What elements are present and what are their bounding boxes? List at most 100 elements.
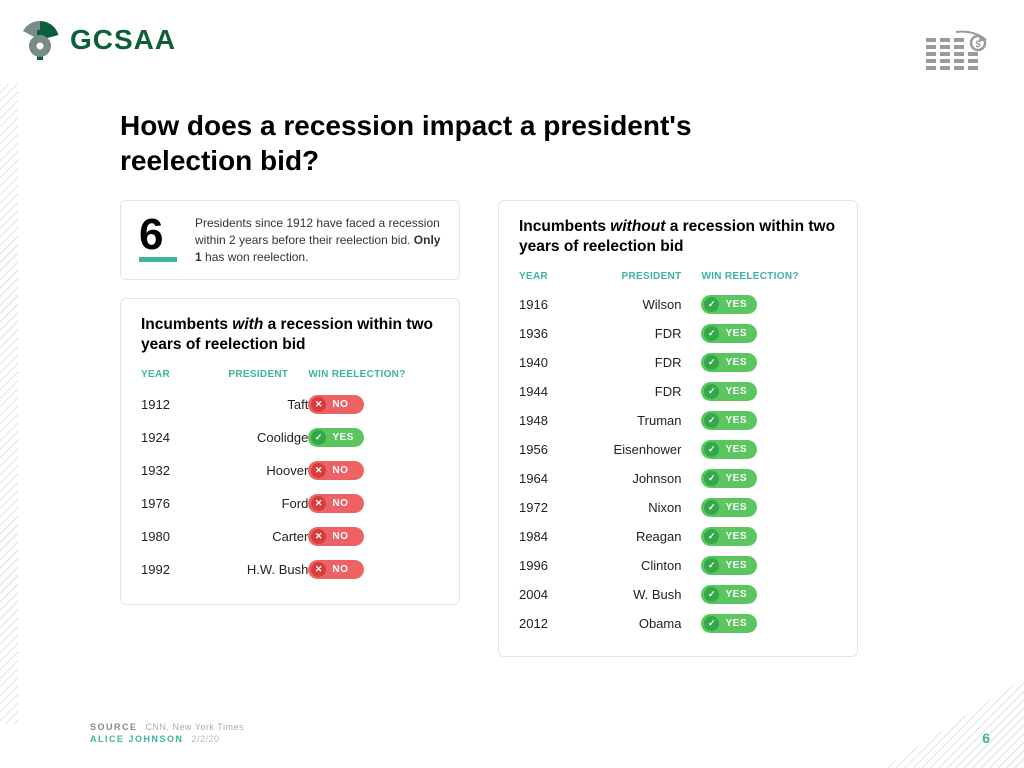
cell-win: ✓ YES bbox=[701, 522, 837, 551]
stat-number: 6 bbox=[139, 215, 163, 255]
cell-year: 1916 bbox=[519, 290, 579, 319]
brand-logo: GCSAA bbox=[18, 18, 176, 62]
check-icon: ✓ bbox=[704, 471, 719, 486]
cell-president: Coolidge bbox=[201, 421, 308, 454]
without-recession-title: Incumbents without a recession within tw… bbox=[519, 217, 837, 257]
table-row: 1936 FDR ✓ YES bbox=[519, 319, 837, 348]
table-row: 1984 Reagan ✓ YES bbox=[519, 522, 837, 551]
badge-label: NO bbox=[332, 498, 348, 509]
cell-win: ✓ YES bbox=[701, 377, 837, 406]
table-row: 1996 Clinton ✓ YES bbox=[519, 551, 837, 580]
cell-year: 1976 bbox=[141, 487, 201, 520]
author-name: ALICE JOHNSON bbox=[90, 734, 184, 744]
table-row: 1992 H.W. Bush ✕ NO bbox=[141, 553, 439, 586]
cell-president: Johnson bbox=[579, 464, 701, 493]
cell-year: 1996 bbox=[519, 551, 579, 580]
col-president-header: PRESIDENT bbox=[201, 369, 308, 388]
badge-label: YES bbox=[725, 473, 747, 484]
col-win-header: WIN REELECTION? bbox=[701, 271, 837, 290]
hatch-bottom-right-decoration bbox=[884, 678, 1024, 768]
cell-win: ✕ NO bbox=[308, 553, 439, 586]
cell-president: Obama bbox=[579, 609, 701, 638]
cell-president: FDR bbox=[579, 348, 701, 377]
cell-win: ✓ YES bbox=[701, 406, 837, 435]
badge-label: YES bbox=[725, 444, 747, 455]
cell-president: Truman bbox=[579, 406, 701, 435]
no-badge: ✕ NO bbox=[308, 527, 364, 546]
cell-president: FDR bbox=[579, 377, 701, 406]
cell-win: ✕ NO bbox=[308, 487, 439, 520]
cell-year: 1948 bbox=[519, 406, 579, 435]
table-row: 2012 Obama ✓ YES bbox=[519, 609, 837, 638]
no-badge: ✕ NO bbox=[308, 494, 364, 513]
without-recession-table: YEAR PRESIDENT WIN REELECTION? 1916 Wils… bbox=[519, 271, 837, 638]
title-pre: Incumbents bbox=[519, 218, 610, 235]
cell-win: ✓ YES bbox=[701, 493, 837, 522]
with-recession-title: Incumbents with a recession within two y… bbox=[141, 315, 439, 355]
table-row: 1940 FDR ✓ YES bbox=[519, 348, 837, 377]
title-em: without bbox=[610, 218, 665, 235]
cell-president: Eisenhower bbox=[579, 435, 701, 464]
col-year-header: YEAR bbox=[519, 271, 579, 290]
badge-label: YES bbox=[725, 386, 747, 397]
table-row: 1956 Eisenhower ✓ YES bbox=[519, 435, 837, 464]
stat-description: Presidents since 1912 have faced a reces… bbox=[195, 215, 441, 265]
check-icon: ✓ bbox=[704, 297, 719, 312]
cell-president: Nixon bbox=[579, 493, 701, 522]
badge-label: YES bbox=[725, 531, 747, 542]
badge-label: YES bbox=[725, 299, 747, 310]
check-icon: ✓ bbox=[704, 413, 719, 428]
table-row: 1980 Carter ✕ NO bbox=[141, 520, 439, 553]
yes-badge: ✓ YES bbox=[701, 411, 757, 430]
badge-label: YES bbox=[725, 502, 747, 513]
page-number: 6 bbox=[982, 730, 990, 746]
check-icon: ✓ bbox=[704, 529, 719, 544]
badge-label: YES bbox=[725, 328, 747, 339]
cell-year: 1964 bbox=[519, 464, 579, 493]
badge-label: NO bbox=[332, 564, 348, 575]
yes-badge: ✓ YES bbox=[701, 498, 757, 517]
cell-win: ✓ YES bbox=[308, 421, 439, 454]
stat-text-post: has won reelection. bbox=[202, 250, 309, 264]
cell-president: W. Bush bbox=[579, 580, 701, 609]
col-win-header: WIN REELECTION? bbox=[308, 369, 439, 388]
cell-year: 1936 bbox=[519, 319, 579, 348]
yes-badge: ✓ YES bbox=[701, 469, 757, 488]
badge-label: NO bbox=[332, 465, 348, 476]
x-icon: ✕ bbox=[311, 397, 326, 412]
check-icon: ✓ bbox=[704, 500, 719, 515]
table-row: 1964 Johnson ✓ YES bbox=[519, 464, 837, 493]
badge-label: YES bbox=[725, 560, 747, 571]
table-row: 1948 Truman ✓ YES bbox=[519, 406, 837, 435]
cell-year: 1984 bbox=[519, 522, 579, 551]
table-row: 1972 Nixon ✓ YES bbox=[519, 493, 837, 522]
col-president-header: PRESIDENT bbox=[579, 271, 701, 290]
cell-win: ✓ YES bbox=[701, 348, 837, 377]
cell-win: ✓ YES bbox=[701, 464, 837, 493]
chart-decline-icon: $ bbox=[926, 28, 996, 76]
cell-win: ✓ YES bbox=[701, 609, 837, 638]
badge-label: YES bbox=[725, 618, 747, 629]
stat-text-pre: Presidents since 1912 have faced a reces… bbox=[195, 216, 440, 247]
check-icon: ✓ bbox=[704, 355, 719, 370]
badge-label: NO bbox=[332, 531, 348, 542]
logo-text: GCSAA bbox=[70, 24, 176, 56]
yes-badge: ✓ YES bbox=[701, 527, 757, 546]
cell-president: Clinton bbox=[579, 551, 701, 580]
no-badge: ✕ NO bbox=[308, 461, 364, 480]
cell-president: Wilson bbox=[579, 290, 701, 319]
cell-win: ✓ YES bbox=[701, 551, 837, 580]
cell-president: Carter bbox=[201, 520, 308, 553]
table-row: 1932 Hoover ✕ NO bbox=[141, 454, 439, 487]
yes-badge: ✓ YES bbox=[701, 353, 757, 372]
footer-date: 2/2/20 bbox=[192, 734, 220, 744]
cell-president: H.W. Bush bbox=[201, 553, 308, 586]
no-badge: ✕ NO bbox=[308, 395, 364, 414]
yes-badge: ✓ YES bbox=[308, 428, 364, 447]
footer: SOURCE CNN, New York Times ALICE JOHNSON… bbox=[90, 722, 244, 744]
stat-underline bbox=[139, 257, 177, 262]
table-row: 1912 Taft ✕ NO bbox=[141, 388, 439, 421]
table-row: 2004 W. Bush ✓ YES bbox=[519, 580, 837, 609]
yes-badge: ✓ YES bbox=[701, 585, 757, 604]
svg-text:$: $ bbox=[975, 39, 980, 49]
